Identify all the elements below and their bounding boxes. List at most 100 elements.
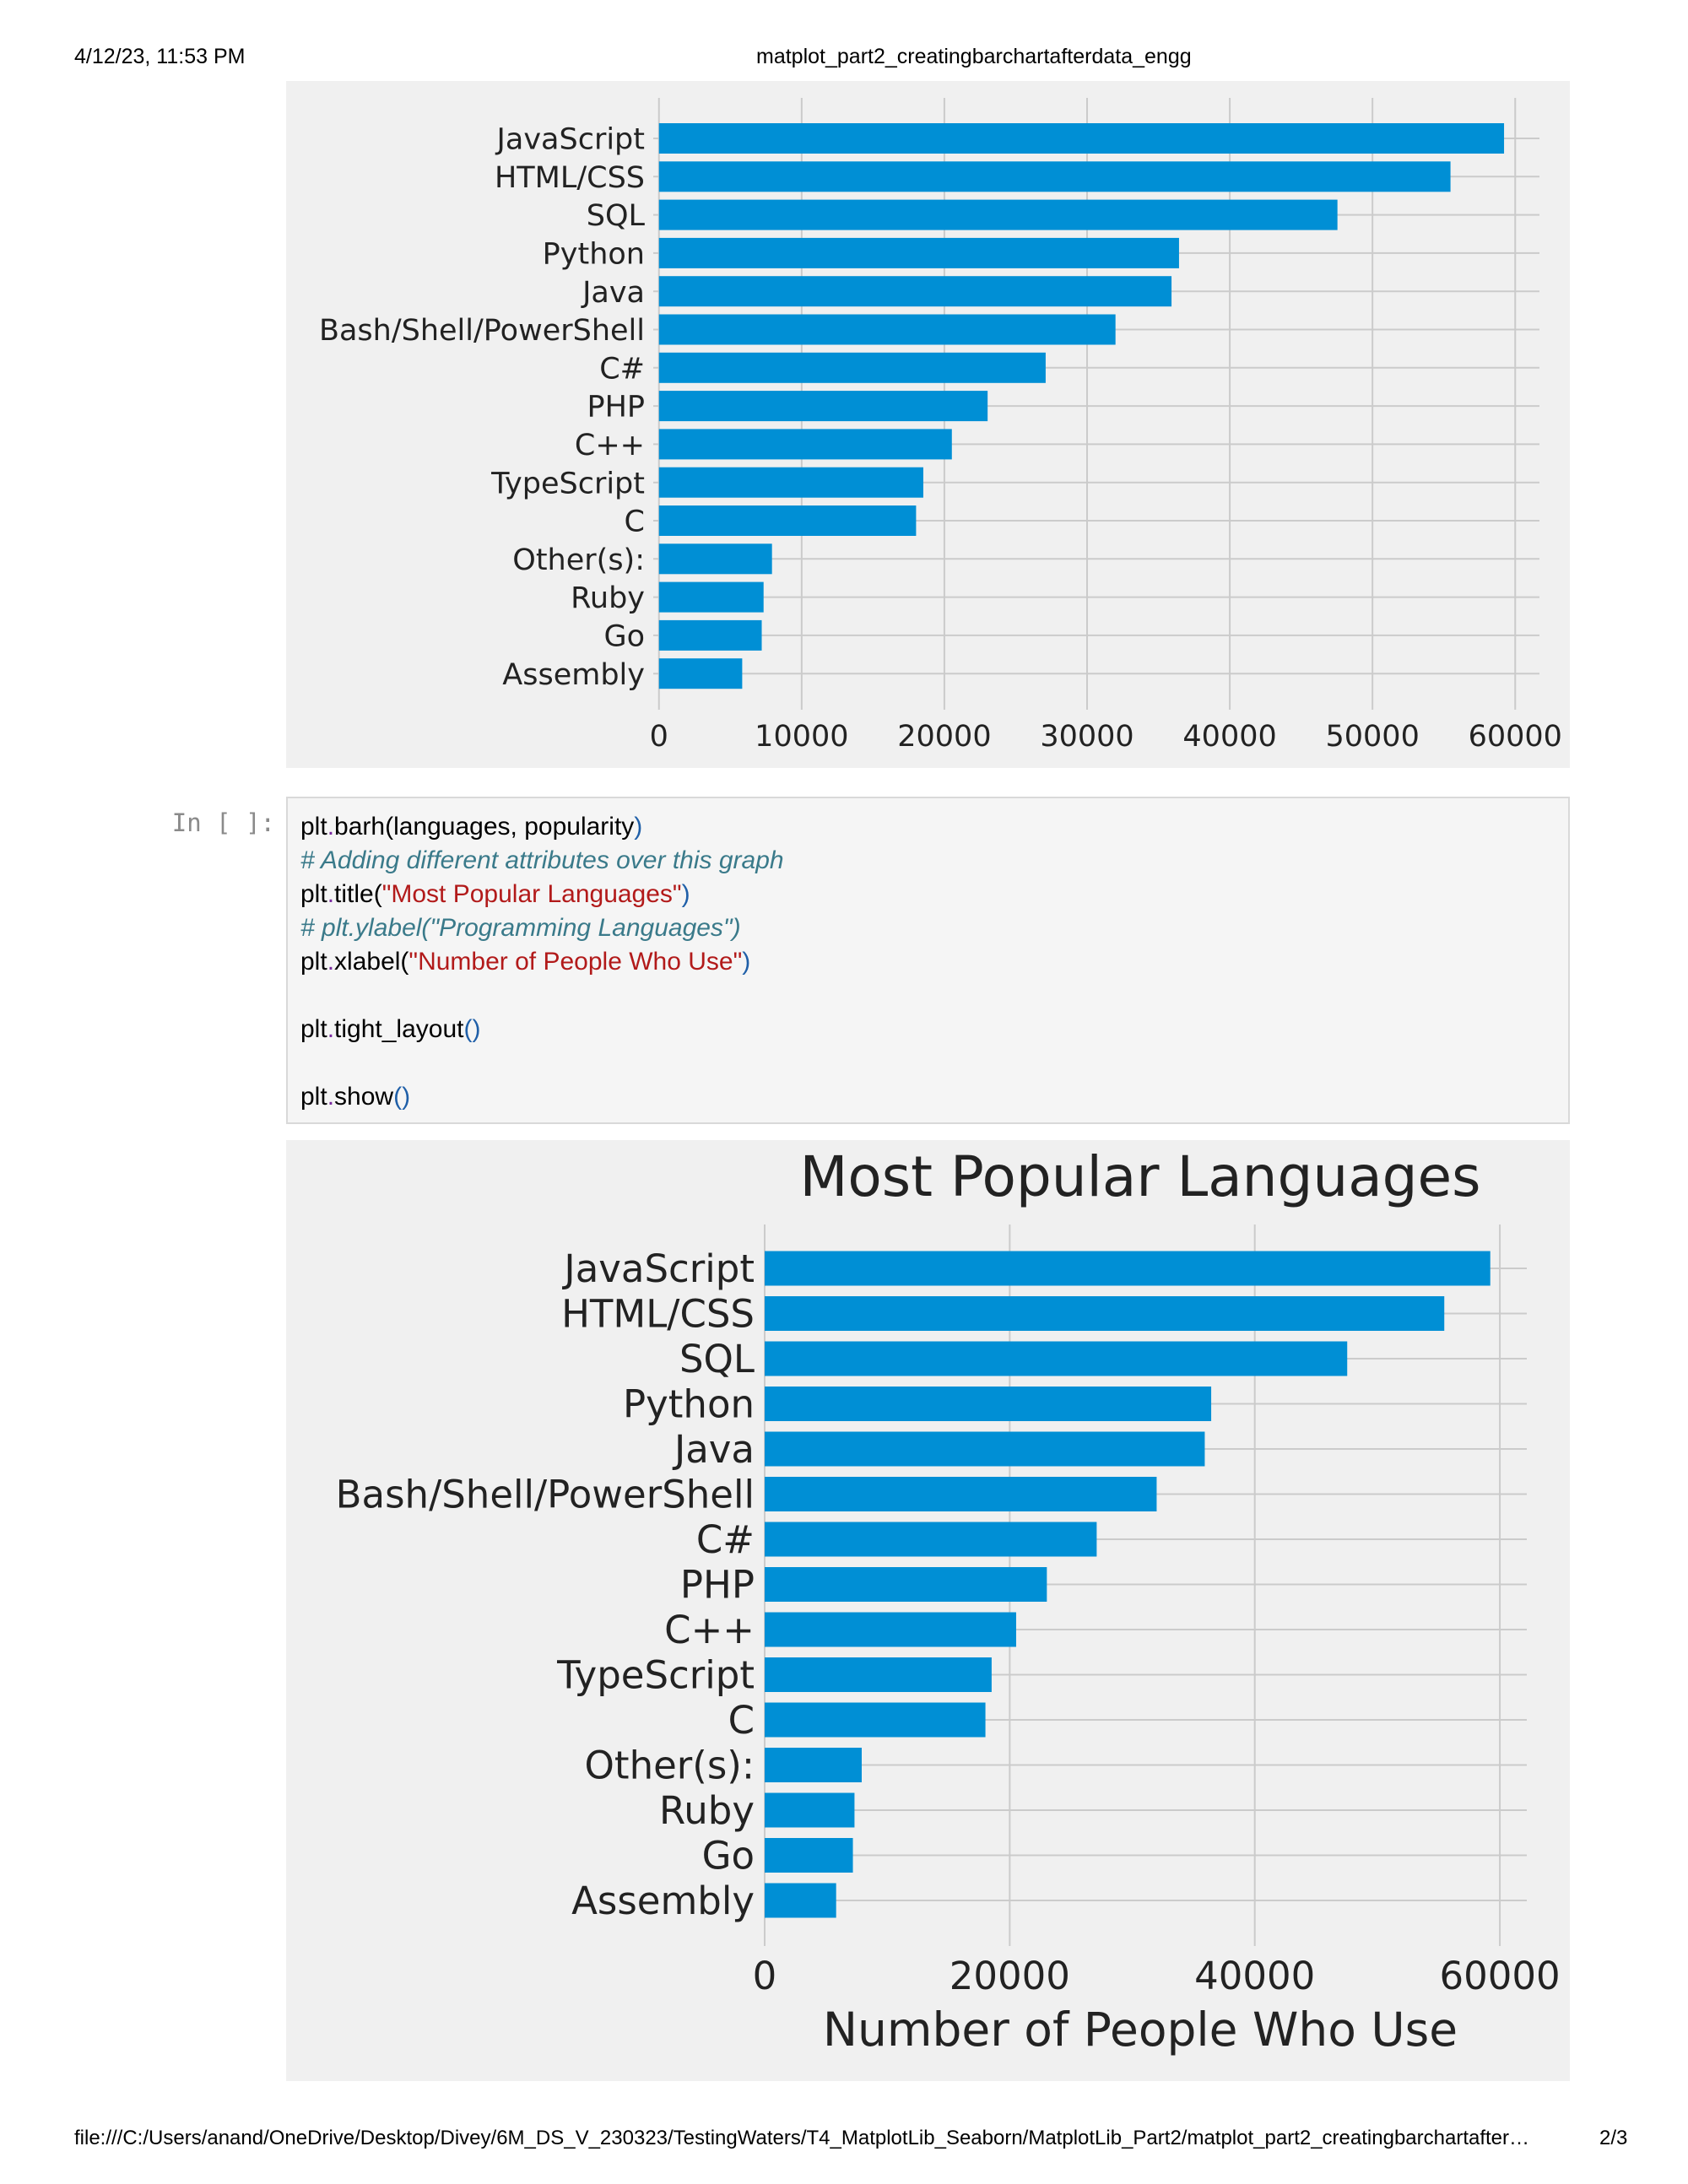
chart-0-category-label: Other(s):: [512, 543, 645, 577]
chart-1-category-label: Go: [702, 1834, 755, 1879]
code-line-barh: plt.barh(languages, popularity): [300, 810, 1568, 844]
chart-0-category-label: Bash/Shell/PowerShell: [319, 314, 645, 348]
chart-1-category-label: Java: [672, 1427, 755, 1472]
chart-1-category-label: Bash/Shell/PowerShell: [336, 1473, 755, 1517]
code-cell[interactable]: plt.barh(languages, popularity) # Adding…: [286, 797, 1570, 1124]
chart-0-bar: [658, 237, 1179, 268]
code-blank-line: [300, 1046, 1568, 1080]
code-token: .: [327, 1015, 335, 1043]
code-token: title: [334, 880, 374, 908]
chart-figure-1: JavaScript HTML/CSS SQL Python Java Bash/Shel…: [286, 81, 1570, 768]
chart-0-bar: [658, 429, 952, 460]
chart-0-bar: [658, 581, 764, 613]
chart-1-category-label: Ruby: [659, 1788, 755, 1833]
chart-0-category-label: Go: [603, 620, 645, 654]
code-token: .: [327, 813, 335, 841]
code-token: plt: [300, 813, 327, 841]
chart-0-bar: [658, 619, 762, 651]
chart-0-bar: [658, 505, 917, 536]
code-line-xlabel: plt.xlabel("Number of People Who Use"): [300, 945, 1568, 979]
chart-1-x-tick-label: 60000: [1439, 1954, 1560, 1998]
code-token: barh: [334, 813, 386, 841]
chart-1-bar: [765, 1477, 1157, 1511]
chart-1-x-tick-label: 20000: [950, 1954, 1070, 1998]
footer-page-number: 2/3: [1599, 2127, 1628, 2149]
chart-1-x-axis-label: Number of People Who Use: [823, 2003, 1458, 2057]
code-token: ): [742, 948, 751, 976]
chart-1-bar: [765, 1883, 836, 1918]
code-token: plt: [300, 1015, 327, 1043]
code-token: plt: [300, 1083, 327, 1111]
code-token: xlabel: [334, 948, 401, 976]
header-datetime: 4/12/23, 11:53 PM: [74, 45, 246, 68]
chart-0-category-label: TypeScript: [490, 467, 645, 500]
chart-0-x-tick-label: 20000: [897, 720, 991, 754]
chart-0-bar: [658, 658, 743, 689]
chart-0-category-label: SQL: [587, 199, 646, 233]
chart-0-bar: [658, 199, 1338, 230]
footer-file-path: file:///C:/Users/anand/OneDrive/Desktop/…: [74, 2127, 1530, 2149]
chart-0-category-label: Python: [543, 238, 645, 272]
chart-1-bar: [765, 1522, 1097, 1557]
chart-1-bar: [765, 1567, 1047, 1602]
chart-1-category-label: C++: [664, 1608, 755, 1652]
code-token: .: [327, 1083, 335, 1111]
code-token: plt: [300, 948, 327, 976]
chart-1-bar: [765, 1838, 853, 1873]
chart-0-bar: [658, 467, 923, 498]
chart-1-category-label: C: [728, 1698, 755, 1743]
code-token: ): [681, 880, 690, 908]
chart-0-bar: [658, 276, 1172, 307]
chart-0-bar: [658, 123, 1505, 154]
code-token: (: [373, 880, 382, 908]
chart-0-bar: [658, 161, 1451, 192]
code-token: tight_layout: [334, 1015, 464, 1043]
code-string: "Most Popular Languages": [381, 880, 682, 908]
header-document-title: matplot_part2_creatingbarchartafterdata_…: [756, 45, 1192, 68]
cell-prompt: In [ ]:: [171, 808, 275, 837]
chart-1-bar: [765, 1387, 1212, 1421]
code-token: languages, popularity: [393, 813, 635, 841]
code-token: show: [334, 1083, 394, 1111]
chart-1-bar: [765, 1748, 862, 1782]
chart-1-category-label: JavaScript: [561, 1246, 755, 1291]
chart-1-bar: [765, 1702, 986, 1738]
code-token: (): [463, 1015, 481, 1043]
chart-figure-2: JavaScript HTML/CSS SQL Python Java Bash/Shel…: [286, 1140, 1570, 2081]
code-token: (: [400, 948, 409, 976]
chart-1-category-label: PHP: [680, 1563, 755, 1608]
chart-0-bar: [658, 352, 1046, 383]
chart-0-x-tick-label: 10000: [755, 720, 848, 754]
chart-0-x-tick-label: 50000: [1326, 720, 1420, 754]
code-line-comment: # plt.ylabel("Programming Languages"): [300, 914, 741, 942]
chart-0-category-label: C++: [575, 429, 645, 462]
chart-1-category-label: HTML/CSS: [561, 1292, 755, 1337]
chart-1-category-label: Other(s):: [585, 1743, 755, 1788]
chart-1-category-label: SQL: [679, 1337, 755, 1381]
chart-0-category-label: PHP: [587, 391, 645, 424]
chart-1-bar: [765, 1251, 1491, 1286]
code-line-tight-layout: plt.tight_layout(): [300, 1013, 1568, 1046]
chart-1-bar: [765, 1612, 1016, 1647]
code-line-show: plt.show(): [300, 1080, 1568, 1114]
chart-1-bar: [765, 1657, 992, 1692]
chart-1-x-tick-label: 40000: [1194, 1954, 1315, 1998]
chart-1-category-label: TypeScript: [556, 1653, 755, 1698]
chart-0-category-label: C#: [599, 352, 645, 386]
code-string: "Number of People Who Use": [408, 948, 743, 976]
chart-1-title: Most Popular Languages: [799, 1144, 1480, 1209]
chart-0-x-tick-label: 40000: [1182, 720, 1276, 754]
chart-1-bar: [765, 1296, 1445, 1331]
chart-0-category-label: Assembly: [502, 658, 645, 692]
chart-0-category-label: HTML/CSS: [495, 161, 645, 195]
chart-0-x-tick-label: 30000: [1040, 720, 1133, 754]
code-token: .: [327, 948, 335, 976]
chart-0-category-label: Ruby: [571, 581, 645, 615]
chart-1-category-label: Assembly: [571, 1879, 755, 1923]
code-line-comment: # Adding different attributes over this …: [300, 846, 784, 874]
chart-0-category-label: JavaScript: [495, 123, 645, 157]
chart-1-category-label: C#: [696, 1517, 755, 1562]
code-token: .: [327, 880, 335, 908]
code-line-title: plt.title("Most Popular Languages"): [300, 878, 1568, 911]
chart-1-x-tick-label: 0: [753, 1954, 777, 1998]
